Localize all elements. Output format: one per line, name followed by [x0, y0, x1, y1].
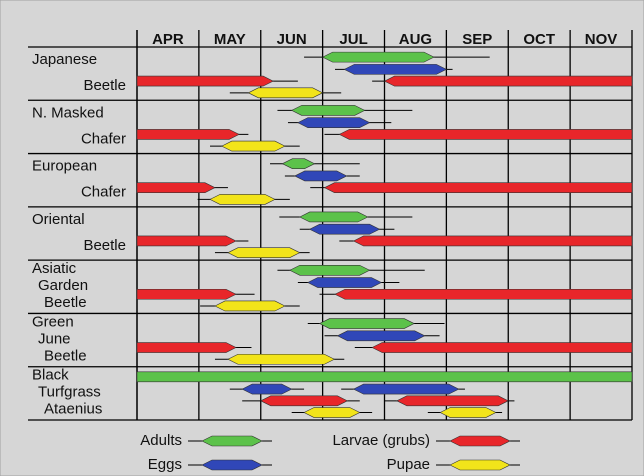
row-label: Black [32, 367, 69, 384]
row-label: Chafer [81, 130, 126, 147]
legend-label: Adults [140, 432, 182, 449]
stage-bar [303, 407, 361, 418]
legend-swatch [449, 459, 511, 471]
stage-bar [308, 223, 381, 235]
stage-bar [371, 342, 633, 353]
stage-bar [136, 235, 237, 247]
row-label: Beetle [83, 237, 126, 254]
stage-bar [439, 407, 497, 418]
legend-swatch [201, 435, 263, 447]
row-label: Ataenius [44, 401, 102, 418]
row-label: Garden [38, 277, 88, 294]
stage-bar [227, 353, 336, 365]
month-label: JUL [339, 31, 367, 48]
stage-bar [260, 395, 349, 407]
stage-bar [343, 64, 448, 75]
legend-label: Pupae [387, 456, 430, 473]
stage-bar [136, 129, 240, 140]
stage-bar [299, 211, 369, 223]
row-label: Beetle [44, 347, 87, 364]
row-label: Beetle [44, 294, 87, 311]
row-label: Turfgrass [38, 384, 101, 401]
stage-bar [338, 129, 633, 140]
stage-bar [336, 330, 426, 342]
row-label: Beetle [83, 77, 126, 94]
stage-bar [247, 87, 324, 99]
stage-bar [241, 383, 293, 395]
stage-bar [383, 75, 633, 87]
legend-swatch [449, 435, 511, 447]
row-label: Asiatic [32, 260, 77, 277]
stage-bar [214, 300, 286, 312]
row-label: Chafer [81, 184, 126, 201]
month-label: NOV [585, 31, 618, 48]
stage-bar [307, 277, 383, 288]
stage-bar [289, 264, 371, 276]
stage-bar [352, 235, 633, 247]
stage-bar [136, 342, 237, 353]
stage-bar [323, 182, 633, 193]
legend-label: Larvae (grubs) [332, 432, 430, 449]
stage-bar [227, 247, 301, 258]
stage-bar [321, 51, 435, 63]
row-label: Oriental [32, 211, 85, 228]
row-label: June [38, 330, 71, 347]
month-label: APR [152, 31, 184, 48]
stage-bar [136, 371, 633, 383]
month-label: AUG [399, 31, 432, 48]
stage-bar [136, 182, 216, 193]
stage-bar [209, 194, 276, 205]
stage-bar [294, 170, 348, 182]
row-label: N. Masked [32, 104, 104, 121]
stage-bar [136, 288, 237, 300]
row-label: European [32, 158, 97, 175]
stage-bar [291, 105, 366, 116]
month-label: SEP [462, 31, 492, 48]
stage-bar [352, 383, 460, 395]
month-label: OCT [523, 31, 555, 48]
stage-bar [221, 140, 286, 152]
stage-bar [136, 75, 274, 87]
stage-bar [396, 395, 509, 407]
stage-bar [281, 158, 316, 169]
stage-bar [334, 288, 633, 300]
legend-swatch [201, 459, 263, 471]
month-label: JUN [277, 31, 307, 48]
stage-bar [297, 117, 371, 128]
row-label: Green [32, 313, 74, 330]
legend-label: Eggs [148, 456, 182, 473]
month-label: MAY [214, 31, 246, 48]
stage-bar [318, 318, 415, 329]
row-label: Japanese [32, 51, 97, 68]
